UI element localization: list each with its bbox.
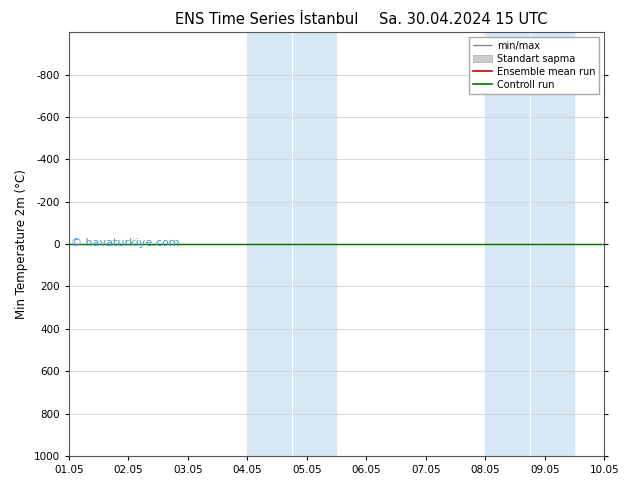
Bar (247, 32, 337, 456)
Text: © havaturkiye.com: © havaturkiye.com (72, 238, 180, 248)
Y-axis label: Min Temperature 2m (°C): Min Temperature 2m (°C) (15, 169, 28, 319)
Bar (485, 32, 574, 456)
Legend: min/max, Standart sapma, Ensemble mean run, Controll run: min/max, Standart sapma, Ensemble mean r… (469, 37, 599, 94)
Text: ENS Time Series İstanbul: ENS Time Series İstanbul (174, 12, 358, 27)
Text: Sa. 30.04.2024 15 UTC: Sa. 30.04.2024 15 UTC (378, 12, 547, 27)
